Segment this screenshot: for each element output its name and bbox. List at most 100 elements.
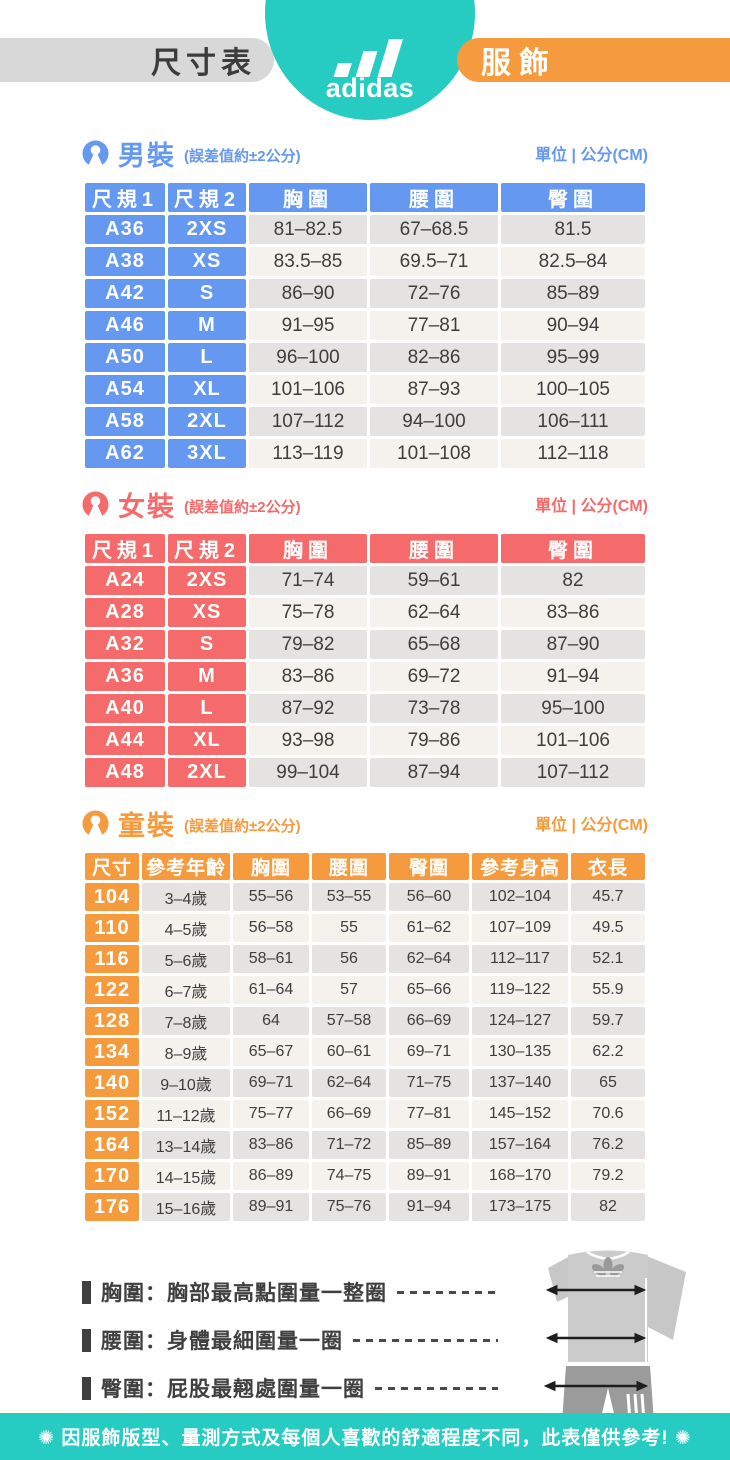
- size-cell: 104: [85, 883, 139, 911]
- value-cell: 67–68.5: [370, 215, 498, 244]
- value-cell: 85–89: [389, 1131, 469, 1159]
- column-header: 腰圍: [370, 534, 498, 563]
- value-cell: 9–10歲: [142, 1069, 230, 1097]
- table-row: A44 XL 93–98 79–86 101–106: [85, 726, 645, 755]
- value-cell: 87–94: [370, 758, 498, 787]
- column-header: 胸圍: [233, 853, 309, 880]
- size-cell: A40: [85, 694, 165, 723]
- value-cell: 86–90: [249, 279, 367, 308]
- value-cell: 65: [571, 1069, 645, 1097]
- size-cell: 122: [85, 976, 139, 1004]
- table-row: A24 2XS 71–74 59–61 82: [85, 566, 645, 595]
- unit-label: 單位 | 公分(CM): [535, 817, 648, 834]
- value-cell: 81–82.5: [249, 215, 367, 244]
- value-cell: 100–105: [501, 375, 645, 404]
- value-cell: 53–55: [312, 883, 386, 911]
- tolerance-note: (誤差值約±2公分): [184, 499, 301, 516]
- size-cell: 140: [85, 1069, 139, 1097]
- value-cell: 69–71: [233, 1069, 309, 1097]
- value-cell: 59–61: [370, 566, 498, 595]
- table-row: A48 2XL 99–104 87–94 107–112: [85, 758, 645, 787]
- value-cell: 75–78: [249, 598, 367, 627]
- value-cell: 85–89: [501, 279, 645, 308]
- table-row: 176 15–16歲 89–91 75–76 91–94 173–175 82: [85, 1193, 645, 1221]
- value-cell: 107–112: [249, 407, 367, 436]
- size-cell: A32: [85, 630, 165, 659]
- legend-item-waist: 腰圍：身體最細圍量一圈: [82, 1328, 648, 1353]
- value-cell: 83–86: [249, 662, 367, 691]
- column-header: 尺規2: [168, 183, 246, 212]
- size-cell: 110: [85, 914, 139, 942]
- disclaimer-bar: ✺ 因服飾版型、量測方式及每個人喜歡的舒適程度不同，此表僅供參考! ✺: [0, 1413, 730, 1460]
- value-cell: 77–81: [389, 1100, 469, 1128]
- value-cell: 64: [233, 1007, 309, 1035]
- column-header: 衣長: [571, 853, 645, 880]
- value-cell: 107–109: [472, 914, 568, 942]
- column-header: 胸圍: [249, 534, 367, 563]
- value-cell: 15–16歲: [142, 1193, 230, 1221]
- size-cell: A36: [85, 215, 165, 244]
- value-cell: 113–119: [249, 439, 367, 468]
- legend-label: 胸圍：胸部最高點圍量一整圈: [101, 1282, 387, 1305]
- size-cell: 2XS: [168, 566, 246, 595]
- size-cell: A48: [85, 758, 165, 787]
- table-row: A54 XL 101–106 87–93 100–105: [85, 375, 645, 404]
- table-row: 140 9–10歲 69–71 62–64 71–75 137–140 65: [85, 1069, 645, 1097]
- value-cell: 91–94: [501, 662, 645, 691]
- size-cell: S: [168, 630, 246, 659]
- value-cell: 96–100: [249, 343, 367, 372]
- table-row: 110 4–5歲 56–58 55 61–62 107–109 49.5: [85, 914, 645, 942]
- person-icon: [82, 490, 109, 518]
- section-women: 女裝 (誤差值約±2公分) 單位 | 公分(CM) 尺規1 尺規2 胸圍 腰圍 臀圍 A2…: [0, 487, 730, 790]
- value-cell: 69–71: [389, 1038, 469, 1066]
- size-cell: A58: [85, 407, 165, 436]
- value-cell: 4–5歲: [142, 914, 230, 942]
- table-row: A62 3XL 113–119 101–108 112–118: [85, 439, 645, 468]
- table-row: A38 XS 83.5–85 69.5–71 82.5–84: [85, 247, 645, 276]
- column-header: 尺寸: [85, 853, 139, 880]
- value-cell: 82.5–84: [501, 247, 645, 276]
- column-header: 臀圍: [501, 534, 645, 563]
- value-cell: 60–61: [312, 1038, 386, 1066]
- legend-label: 臀圍：屁股最翹處圍量一圈: [101, 1378, 365, 1401]
- table-row: A58 2XL 107–112 94–100 106–111: [85, 407, 645, 436]
- value-cell: 130–135: [472, 1038, 568, 1066]
- table-row: A36 2XS 81–82.5 67–68.5 81.5: [85, 215, 645, 244]
- adidas-wordmark: adidas: [325, 73, 415, 103]
- table-row: A46 M 91–95 77–81 90–94: [85, 311, 645, 340]
- size-cell: 3XL: [168, 439, 246, 468]
- size-cell: L: [168, 343, 246, 372]
- trefoil-logo-icon: [591, 1257, 625, 1277]
- value-cell: 57: [312, 976, 386, 1004]
- value-cell: 57–58: [312, 1007, 386, 1035]
- column-header: 尺規1: [85, 534, 165, 563]
- value-cell: 56–60: [389, 883, 469, 911]
- value-cell: 71–72: [312, 1131, 386, 1159]
- value-cell: 65–67: [233, 1038, 309, 1066]
- size-cell: 176: [85, 1193, 139, 1221]
- value-cell: 82: [501, 566, 645, 595]
- value-cell: 69–72: [370, 662, 498, 691]
- size-cell: A54: [85, 375, 165, 404]
- value-cell: 72–76: [370, 279, 498, 308]
- legend-bullet: [82, 1328, 91, 1352]
- value-cell: 95–99: [501, 343, 645, 372]
- section-men: 男裝 (誤差值約±2公分) 單位 | 公分(CM) 尺規1 尺規2 胸圍 腰圍 臀圍 A3…: [0, 136, 730, 471]
- women-size-table: 尺規1 尺規2 胸圍 腰圍 臀圍 A24 2XS 71–74 59–61 82 A28 XS 75–78…: [82, 531, 648, 790]
- value-cell: 137–140: [472, 1069, 568, 1097]
- unit-label: 單位 | 公分(CM): [535, 147, 648, 164]
- section-men-header: 男裝 (誤差值約±2公分) 單位 | 公分(CM): [82, 136, 648, 171]
- column-header: 臀圍: [389, 853, 469, 880]
- value-cell: 119–122: [472, 976, 568, 1004]
- legend-bullet: [82, 1280, 91, 1304]
- value-cell: 112–117: [472, 945, 568, 973]
- size-cell: 116: [85, 945, 139, 973]
- value-cell: 95–100: [501, 694, 645, 723]
- size-cell: 152: [85, 1100, 139, 1128]
- legend-bullet: [82, 1376, 91, 1400]
- hip-arrow: [543, 1380, 649, 1392]
- section-women-header: 女裝 (誤差值約±2公分) 單位 | 公分(CM): [82, 487, 648, 522]
- value-cell: 58–61: [233, 945, 309, 973]
- value-cell: 62–64: [389, 945, 469, 973]
- table-row: 116 5–6歲 58–61 56 62–64 112–117 52.1: [85, 945, 645, 973]
